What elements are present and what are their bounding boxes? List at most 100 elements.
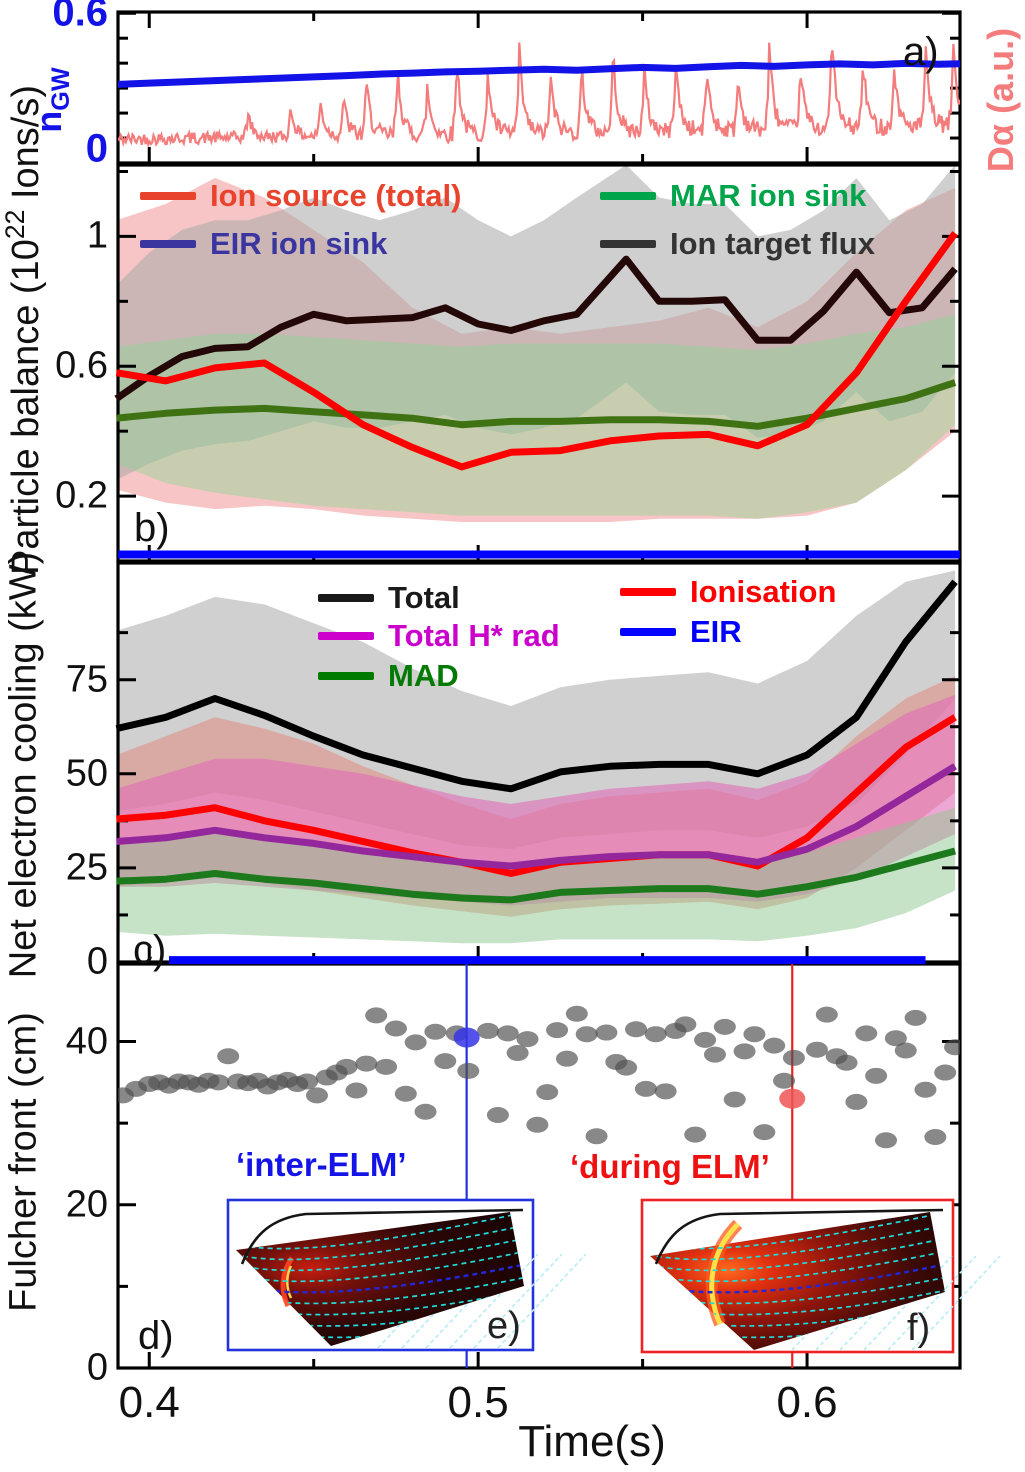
panel-a-frame bbox=[116, 10, 962, 165]
d-ytick-0: 0 bbox=[86, 1346, 108, 1389]
axis-label-particle-balance: Particle balance (1022 Ions/s) bbox=[0, 85, 48, 575]
scatter-point bbox=[477, 1022, 500, 1039]
scatter-point bbox=[375, 1058, 398, 1075]
scatter-point bbox=[575, 1026, 598, 1043]
a-ytick-0.6: 0.6 bbox=[52, 0, 108, 35]
legend-swatch bbox=[318, 594, 374, 602]
field-line bbox=[659, 1302, 945, 1327]
field-line bbox=[236, 1237, 524, 1272]
legend-item-ionisation: Ionisation bbox=[620, 574, 836, 610]
legend-swatch bbox=[318, 672, 374, 680]
field-line bbox=[236, 1212, 524, 1250]
inset-f: f) bbox=[640, 1198, 1001, 1354]
legend-item-total-h--rad: Total H* rad bbox=[318, 618, 560, 654]
band-mar-ion-sink bbox=[118, 314, 956, 519]
scatter-point bbox=[694, 1031, 717, 1048]
series-line-total bbox=[115, 579, 958, 793]
panel-b-lines bbox=[114, 231, 960, 559]
series-line-mad bbox=[116, 847, 956, 904]
scatter-point bbox=[546, 1022, 569, 1039]
scatter-point bbox=[644, 1026, 667, 1043]
scatter-point bbox=[404, 1034, 427, 1051]
ngw-line bbox=[118, 59, 960, 88]
scatter-point bbox=[835, 1054, 858, 1071]
panel-letter-b: b) bbox=[134, 506, 170, 550]
axis-label-dalpha: Dα (a.u.) bbox=[980, 27, 1021, 173]
field-line bbox=[243, 1289, 524, 1316]
scatter-point bbox=[414, 1103, 437, 1120]
scatter-point bbox=[625, 1021, 648, 1038]
b-ytick-0.2: 0.2 bbox=[55, 474, 108, 517]
c-ytick-75: 75 bbox=[65, 658, 108, 701]
x-tick-0.5: 0.5 bbox=[447, 1378, 509, 1427]
scatter-point bbox=[296, 1073, 319, 1090]
scatter-point bbox=[305, 1087, 328, 1104]
scatter-point bbox=[782, 1049, 805, 1066]
scatter-point bbox=[384, 1020, 407, 1037]
scatter-point bbox=[743, 1026, 766, 1043]
scatter-point bbox=[424, 1023, 447, 1040]
panel-b-bands bbox=[118, 165, 956, 522]
particle-label-exp: 22 bbox=[0, 209, 31, 240]
x-tick-0.4: 0.4 bbox=[118, 1378, 180, 1427]
field-line bbox=[241, 1276, 524, 1305]
scatter-point bbox=[865, 1067, 888, 1084]
panel-d-scatter bbox=[118, 964, 960, 1368]
a-ytick-0: 0 bbox=[85, 126, 108, 171]
emission-core bbox=[286, 1265, 293, 1299]
panel-a-xticks bbox=[147, 12, 809, 163]
panel-b-yticks bbox=[118, 169, 960, 563]
legend-label: MAR ion sink bbox=[670, 178, 867, 213]
axis-label-time: Time(s) bbox=[518, 1417, 666, 1466]
field-line bbox=[657, 1289, 945, 1316]
scatter-point bbox=[526, 1116, 549, 1133]
panel-a-series bbox=[118, 42, 960, 148]
scatter-point bbox=[585, 1128, 608, 1145]
x-tick-0.6: 0.6 bbox=[776, 1378, 838, 1427]
field-line-outside bbox=[449, 1253, 539, 1349]
scatter-point bbox=[684, 1126, 707, 1143]
panel-letter-c: c) bbox=[133, 928, 167, 972]
field-line-outside bbox=[497, 1253, 587, 1349]
field-line-outside bbox=[911, 1255, 1001, 1351]
scatter-point bbox=[914, 1081, 937, 1098]
scatter-point bbox=[815, 1006, 838, 1023]
camera-wedge bbox=[236, 1212, 524, 1346]
legend-swatch bbox=[318, 632, 374, 640]
scatter-point bbox=[753, 1124, 776, 1141]
particle-label-a: Particle balance (10 bbox=[4, 239, 47, 576]
scatter-point bbox=[496, 1025, 519, 1042]
legend-item-eir-ion-sink: EIR ion sink bbox=[140, 226, 387, 262]
field-line-outside bbox=[473, 1253, 563, 1349]
legend-swatch bbox=[140, 240, 196, 248]
field-line bbox=[655, 1276, 945, 1305]
scatter-point bbox=[555, 1050, 578, 1067]
panel-b-frame bbox=[116, 163, 962, 563]
scatter-point bbox=[934, 1064, 957, 1081]
field-line-outside bbox=[887, 1255, 977, 1351]
legend-swatch bbox=[620, 588, 676, 596]
marker-inter-ELM-point bbox=[453, 1027, 480, 1048]
scatter-point bbox=[703, 1046, 726, 1063]
scatter-point bbox=[894, 1042, 917, 1059]
scatter-point bbox=[434, 1053, 457, 1070]
marker-during-ELM-point bbox=[779, 1088, 806, 1109]
legend-label: Ion source (total) bbox=[210, 178, 462, 213]
scatter-point bbox=[536, 1084, 559, 1101]
legend-item-ion-source--total-: Ion source (total) bbox=[140, 178, 461, 214]
scatter-point bbox=[355, 1055, 378, 1072]
legend-label: MAD bbox=[388, 658, 459, 693]
series-line-ion-source--total- bbox=[115, 231, 958, 471]
legend-label: Ion target flux bbox=[670, 226, 875, 261]
legend-item-ion-target-flux: Ion target flux bbox=[600, 226, 875, 262]
panel-d-xticks bbox=[147, 1352, 809, 1368]
scatter-point bbox=[595, 1024, 618, 1041]
series-line-total-h--rad bbox=[116, 763, 957, 870]
scatter-point bbox=[565, 1005, 588, 1022]
legend-swatch bbox=[600, 240, 656, 248]
scatter-point bbox=[335, 1058, 358, 1075]
legend-swatch bbox=[140, 192, 196, 200]
inset-letter: e) bbox=[487, 1305, 521, 1347]
field-line bbox=[236, 1224, 524, 1261]
